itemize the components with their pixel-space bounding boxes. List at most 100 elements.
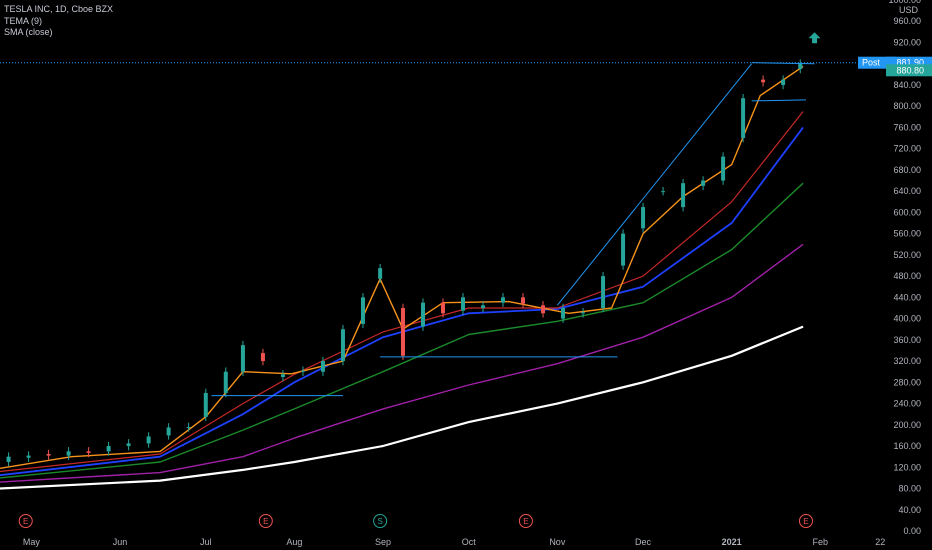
candle-body xyxy=(260,353,265,362)
candle-body xyxy=(561,307,566,319)
price-tick-label: 960.00 xyxy=(893,16,921,26)
candle-body xyxy=(521,297,526,304)
candle-body xyxy=(798,63,803,70)
event-label: E xyxy=(523,517,528,526)
event-marker xyxy=(373,514,388,528)
last-price-badge xyxy=(886,64,932,77)
price-tick-label: 640.00 xyxy=(893,186,921,196)
time-tick-label: Nov xyxy=(549,537,566,547)
event-marker xyxy=(18,514,33,528)
candle-body xyxy=(400,307,405,356)
candle-body xyxy=(601,276,606,308)
candle-body xyxy=(126,443,131,447)
price-tick-label: 600.00 xyxy=(893,207,921,217)
time-tick-label: Sep xyxy=(375,537,391,547)
time-tick-label: 2021 xyxy=(722,537,742,547)
price-tick-label: 400.00 xyxy=(893,314,921,324)
candle-body xyxy=(681,183,686,208)
event-label: E xyxy=(803,517,808,526)
candle-body xyxy=(761,79,766,83)
event-label: E xyxy=(23,517,28,526)
price-tick-label: 520.00 xyxy=(893,250,921,260)
time-tick-label: May xyxy=(23,537,41,547)
candle-body xyxy=(146,436,151,444)
time-tick-label: 22 xyxy=(875,537,885,547)
candle-body xyxy=(501,297,506,303)
time-tick-label: Jul xyxy=(200,537,212,547)
time-tick-label: Oct xyxy=(462,537,477,547)
candle-body xyxy=(66,451,71,456)
currency-label: USD xyxy=(899,5,919,15)
candles xyxy=(6,59,803,467)
trend-line xyxy=(751,99,806,102)
candle-body xyxy=(203,392,208,417)
event-marker xyxy=(518,514,533,528)
last-price-label: 880.80 xyxy=(896,65,924,75)
time-axis[interactable]: May Jun Jul Aug Sep Oct Nov Dec 2021 Feb 22 xyxy=(23,537,885,547)
candle-body xyxy=(420,302,425,327)
price-tick-label: 320.00 xyxy=(893,356,921,366)
candle-body xyxy=(781,79,786,85)
price-tick-label: 280.00 xyxy=(893,377,921,387)
price-tick-label: 1000.00 xyxy=(888,0,921,5)
event-label: E xyxy=(263,517,268,526)
price-tick-label: 680.00 xyxy=(893,165,921,175)
legend-symbol[interactable]: TESLA INC, 1D, Cboe BZX xyxy=(4,4,114,14)
price-tick-label: 560.00 xyxy=(893,229,921,239)
sma-green-line xyxy=(0,182,804,479)
time-tick-label: Jun xyxy=(113,537,128,547)
candle-body xyxy=(360,297,365,324)
candle-body xyxy=(661,191,666,193)
time-tick-label: Feb xyxy=(813,537,829,547)
price-tick-label: 840.00 xyxy=(893,80,921,90)
price-axis[interactable]: 0.00 40.00 80.00 120.00 160.00 200.00 240.00 28… xyxy=(888,0,921,536)
candle-body xyxy=(300,370,305,372)
candle-body xyxy=(86,451,91,453)
time-tick-label: Aug xyxy=(286,537,302,547)
legend-tema[interactable]: TEMA (9) xyxy=(4,16,43,26)
price-tick-label: 920.00 xyxy=(893,37,921,47)
time-tick-label: Dec xyxy=(635,537,652,547)
price-tick-label: 360.00 xyxy=(893,335,921,345)
price-tick-label: 0.00 xyxy=(903,526,921,536)
trend-line xyxy=(556,63,753,306)
candle-body xyxy=(46,454,51,456)
candle-body xyxy=(26,455,31,458)
event-label: S xyxy=(377,517,382,526)
price-tick-label: 760.00 xyxy=(893,122,921,132)
candle-body xyxy=(320,361,325,372)
drawings[interactable] xyxy=(0,32,858,397)
candle-body xyxy=(741,98,746,139)
candle-body xyxy=(166,427,171,436)
candle-body xyxy=(280,374,285,378)
candle-body xyxy=(701,180,706,186)
tema-9-line xyxy=(0,65,804,469)
price-tick-label: 120.00 xyxy=(893,462,921,472)
event-marker xyxy=(798,514,813,528)
event-marker xyxy=(258,514,273,528)
candle-body xyxy=(461,297,466,311)
sma-red-line xyxy=(0,111,804,473)
sma-blue-line xyxy=(0,126,804,477)
price-tick-label: 240.00 xyxy=(893,399,921,409)
sma-purple-line xyxy=(0,243,804,483)
candle-body xyxy=(721,156,726,181)
price-tick-label: 160.00 xyxy=(893,441,921,451)
price-tick-label: 200.00 xyxy=(893,420,921,430)
up-arrow-icon xyxy=(808,32,821,44)
candle-body xyxy=(223,371,228,393)
candle-body xyxy=(378,268,383,279)
candle-body xyxy=(6,456,11,462)
price-tick-label: 800.00 xyxy=(893,101,921,111)
candle-body xyxy=(106,446,111,452)
candle-body xyxy=(441,302,445,314)
post-price-label: 881.90 xyxy=(896,58,924,68)
candle-body xyxy=(340,329,345,362)
legend-sma[interactable]: SMA (close) xyxy=(4,27,53,37)
candle-body xyxy=(641,207,646,229)
candle-body xyxy=(240,345,245,372)
